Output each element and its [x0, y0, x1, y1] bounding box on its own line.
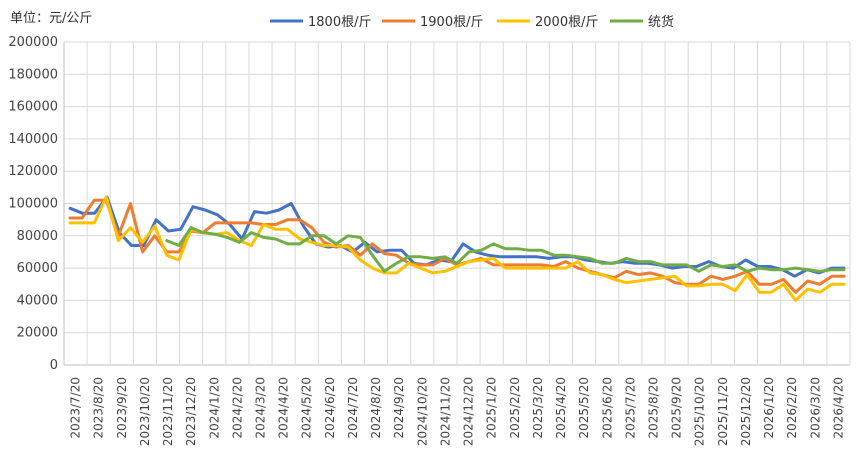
- y-tick-label: 200000: [8, 35, 58, 50]
- y-tick-label: 40000: [17, 293, 58, 308]
- x-tick-label: 2024/9/20: [392, 377, 406, 439]
- y-tick-label: 0: [50, 358, 58, 373]
- y-tick-label: 120000: [8, 164, 58, 179]
- x-tick-label: 2025/6/20: [600, 377, 614, 439]
- x-tick-label: 2023/10/20: [138, 377, 152, 446]
- y-tick-label: 20000: [17, 326, 58, 341]
- x-tick-label: 2023/7/20: [69, 377, 83, 439]
- x-tick-label: 2025/5/20: [577, 377, 591, 439]
- x-tick-label: 2024/1/20: [207, 377, 221, 439]
- x-tick-label: 2024/3/20: [254, 377, 268, 439]
- x-tick-label: 2023/11/20: [161, 377, 175, 446]
- axes: 0 20000 40000 60000 80000 100000 120000 140000 1…: [8, 35, 845, 446]
- x-tick-label: 2024/11/20: [438, 377, 452, 446]
- series-lines: [68, 195, 846, 302]
- y-tick-label: 180000: [8, 67, 58, 82]
- x-tick-label: 2026/2/20: [785, 377, 799, 439]
- x-tick-label: 2024/6/20: [323, 377, 337, 439]
- x-tick-label: 2025/10/20: [693, 377, 707, 446]
- x-tick-label: 2025/9/20: [670, 377, 684, 439]
- x-tick-label: 2026/3/20: [808, 377, 822, 439]
- x-tick-label: 2024/2/20: [230, 377, 244, 439]
- x-tick-label: 2024/4/20: [277, 377, 291, 439]
- legend-label: 统货: [648, 14, 674, 30]
- x-tick-label: 2023/9/20: [115, 377, 129, 439]
- y-tick-label: 100000: [8, 197, 58, 212]
- x-tick-label: 2025/3/20: [531, 377, 545, 439]
- x-tick-label: 2026/1/20: [762, 377, 776, 439]
- y-tick-label: 140000: [8, 132, 58, 147]
- x-tick-label: 2026/4/20: [831, 377, 845, 439]
- gridlines: [63, 41, 851, 366]
- y-tick-label: 160000: [8, 100, 58, 115]
- x-tick-label: 2025/2/20: [508, 377, 522, 439]
- x-tick-label: 2025/7/20: [623, 377, 637, 439]
- x-tick-label: 2024/7/20: [346, 377, 360, 439]
- legend-label: 2000根/斤: [535, 15, 598, 30]
- series-line: [165, 226, 846, 273]
- x-tick-label: 2023/12/20: [184, 377, 198, 446]
- x-tick-label: 2024/5/20: [300, 377, 314, 439]
- x-tick-label: 2024/10/20: [415, 377, 429, 446]
- x-tick-label: 2025/8/20: [647, 377, 661, 439]
- x-tick-label: 2024/8/20: [369, 377, 383, 439]
- legend: 1800根/斤 1900根/斤 2000根/斤 统货: [270, 14, 674, 30]
- legend-label: 1900根/斤: [420, 15, 483, 30]
- x-tick-label: 2025/12/20: [739, 377, 753, 446]
- x-tick-label: 2023/8/20: [92, 377, 106, 439]
- x-tick-label: 2025/1/20: [485, 377, 499, 439]
- unit-label: 单位：元/公斤: [10, 11, 92, 26]
- x-tick-label: 2025/11/20: [716, 377, 730, 446]
- x-tick-label: 2025/4/20: [554, 377, 568, 439]
- x-tick-label: 2024/12/20: [462, 377, 476, 446]
- y-tick-label: 80000: [17, 229, 58, 244]
- y-tick-label: 60000: [17, 261, 58, 276]
- legend-label: 1800根/斤: [308, 15, 371, 30]
